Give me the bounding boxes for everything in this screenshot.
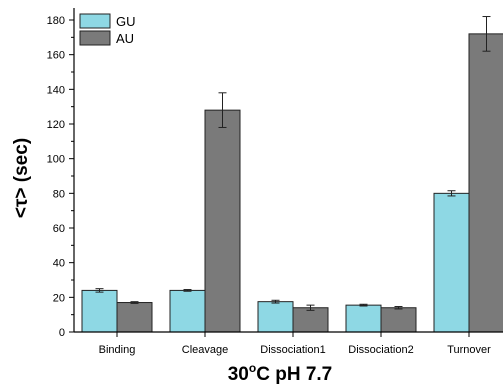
x-tick-label-cleavage: Cleavage [182, 344, 228, 356]
y-axis-title: <τ> (sec) [11, 138, 32, 218]
y-tick-label-180: 180 [47, 15, 65, 27]
chart-title: 30oC pH 7.7 [228, 361, 333, 385]
bar-au-turnover [468, 33, 503, 333]
chart-title-unit: C pH 7.7 [256, 364, 332, 385]
x-tick-label-turnover: Turnover [447, 344, 491, 356]
y-tick-label-0: 0 [59, 327, 65, 339]
x-tick-label-dissociation1: Dissociation1 [260, 344, 325, 356]
bar-au-cleavage [204, 109, 241, 333]
bar-au-binding [116, 302, 153, 333]
x-tick-label-binding: Binding [99, 344, 136, 356]
bar-au-dissociation2 [380, 307, 417, 333]
legend-swatch-gu [79, 13, 111, 29]
legend: GU AU [79, 13, 136, 46]
bar-gu-dissociation1 [257, 301, 294, 333]
y-tick-label-140: 140 [47, 84, 65, 96]
chart-title-degree: o [249, 361, 256, 375]
bar-gu-turnover [433, 192, 470, 333]
y-tick-label-120: 120 [47, 119, 65, 131]
axes-layer: Binding Cleavage Dissociation1 Dissociation… [47, 8, 503, 356]
legend-label-au: AU [116, 31, 134, 46]
bar-gu-binding [81, 289, 118, 333]
legend-swatch-au [79, 30, 111, 46]
y-tick-label-80: 80 [53, 188, 65, 200]
chart-title-number: 30 [228, 364, 249, 385]
y-tick-label-60: 60 [53, 223, 65, 235]
y-tick-label-20: 20 [53, 292, 65, 304]
x-tick-label-dissociation2: Dissociation2 [348, 344, 413, 356]
bar-au-dissociation1 [292, 307, 329, 333]
bar-gu-cleavage [169, 289, 206, 333]
bar-gu-dissociation2 [345, 304, 382, 333]
y-tick-label-100: 100 [47, 154, 65, 166]
y-tick-label-160: 160 [47, 50, 65, 62]
y-tick-label-40: 40 [53, 258, 65, 270]
bars-layer [81, 16, 503, 333]
legend-label-gu: GU [116, 14, 136, 29]
